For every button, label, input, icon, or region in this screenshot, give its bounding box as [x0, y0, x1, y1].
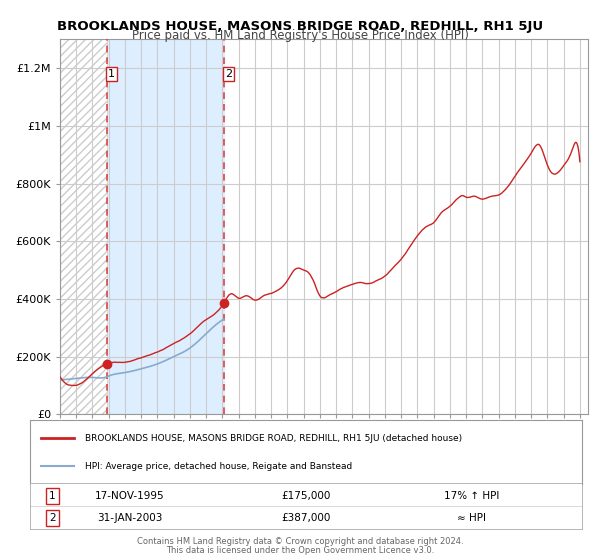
Bar — [60, 39, 107, 414]
Text: 31-JAN-2003: 31-JAN-2003 — [97, 513, 162, 522]
Text: 2: 2 — [225, 69, 232, 79]
Text: ≈ HPI: ≈ HPI — [457, 513, 486, 522]
Text: BROOKLANDS HOUSE, MASONS BRIDGE ROAD, REDHILL, RH1 5JU (detached house): BROOKLANDS HOUSE, MASONS BRIDGE ROAD, RE… — [85, 433, 463, 442]
Text: Price paid vs. HM Land Registry's House Price Index (HPI): Price paid vs. HM Land Registry's House … — [131, 29, 469, 42]
Text: Contains HM Land Registry data © Crown copyright and database right 2024.: Contains HM Land Registry data © Crown c… — [137, 538, 463, 547]
Text: 1: 1 — [49, 491, 55, 501]
Text: 1: 1 — [108, 69, 115, 79]
Text: BROOKLANDS HOUSE, MASONS BRIDGE ROAD, REDHILL, RH1 5JU: BROOKLANDS HOUSE, MASONS BRIDGE ROAD, RE… — [57, 20, 543, 32]
Text: HPI: Average price, detached house, Reigate and Banstead: HPI: Average price, detached house, Reig… — [85, 462, 352, 471]
Text: This data is licensed under the Open Government Licence v3.0.: This data is licensed under the Open Gov… — [166, 547, 434, 556]
Text: 2: 2 — [49, 513, 55, 522]
Text: 17-NOV-1995: 17-NOV-1995 — [95, 491, 164, 501]
Bar — [107, 39, 224, 414]
Text: £175,000: £175,000 — [281, 491, 331, 501]
Text: 17% ↑ HPI: 17% ↑ HPI — [444, 491, 499, 501]
Text: £387,000: £387,000 — [281, 513, 331, 522]
